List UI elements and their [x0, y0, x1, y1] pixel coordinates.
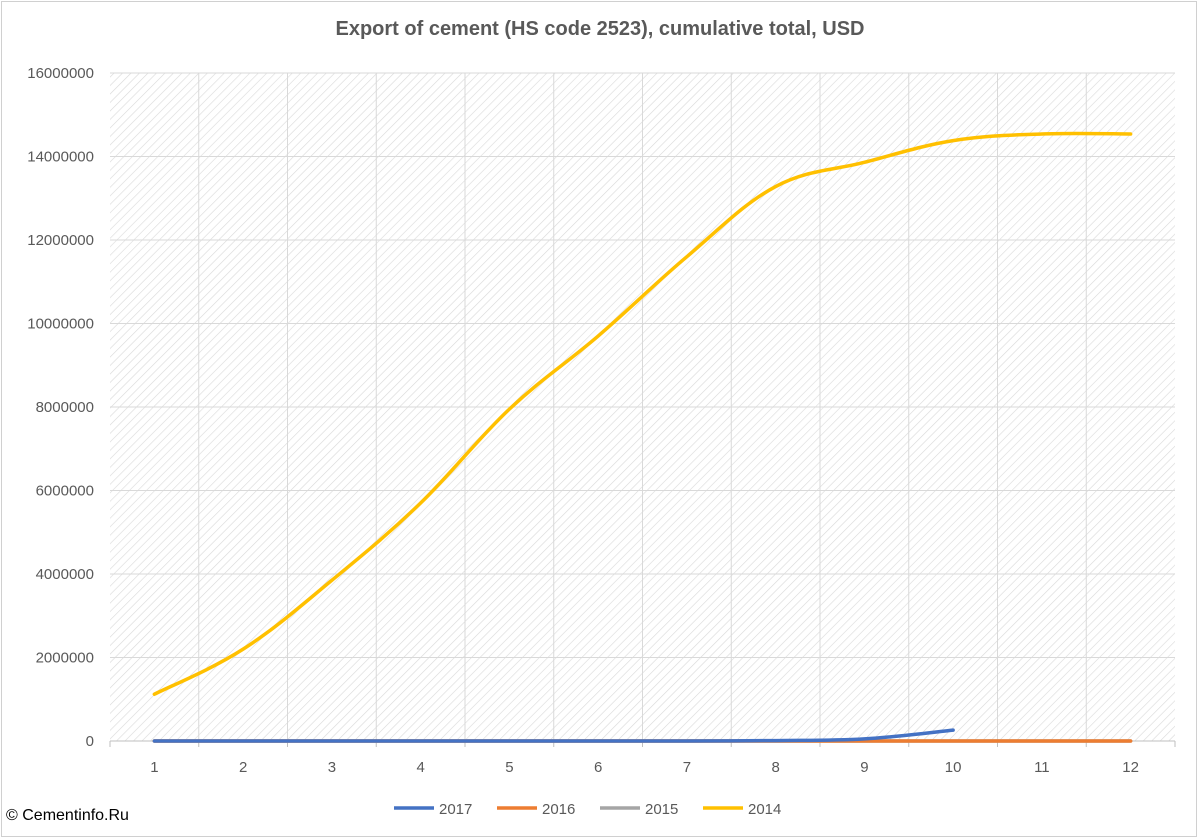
y-tick-label: 16000000 — [27, 65, 94, 82]
series-line-2014 — [152, 131, 1133, 696]
y-tick-label: 12000000 — [27, 232, 94, 249]
grid-lines — [110, 72, 1175, 741]
x-tick-label: 7 — [683, 759, 691, 776]
x-tick-label: 9 — [860, 759, 868, 776]
x-tick-label: 3 — [328, 759, 336, 776]
y-tick-label: 14000000 — [27, 149, 94, 166]
x-tick-label: 10 — [945, 759, 962, 776]
x-tick-label: 11 — [1034, 759, 1050, 776]
copyright-text: © Cementinfo.Ru — [6, 807, 129, 824]
x-tick-label: 12 — [1122, 759, 1139, 776]
x-tick-label: 6 — [594, 759, 602, 776]
chart-title: Export of cement (HS code 2523), cumulat… — [335, 18, 865, 40]
legend-label: 2014 — [748, 801, 781, 818]
x-tick-label: 2 — [239, 759, 247, 776]
series-lines — [152, 131, 1133, 743]
legend: 2017 2016 2015 2014 — [394, 801, 781, 818]
legend-label: 2015 — [645, 801, 678, 818]
legend-label: 2016 — [542, 801, 575, 818]
x-tick-label: 5 — [505, 759, 513, 776]
y-tick-label: 4000000 — [36, 566, 94, 583]
legend-label: 2017 — [439, 801, 472, 818]
y-tick-label: 2000000 — [36, 650, 94, 667]
y-tick-label: 0 — [86, 733, 94, 750]
series-line-2017 — [152, 728, 955, 743]
y-tick-label: 10000000 — [27, 316, 94, 333]
x-tick-label: 4 — [416, 759, 424, 776]
y-tick-label: 8000000 — [36, 399, 94, 416]
x-tick-label: 1 — [150, 759, 158, 776]
y-tick-label: 6000000 — [36, 483, 94, 500]
x-tick-label: 8 — [771, 759, 779, 776]
